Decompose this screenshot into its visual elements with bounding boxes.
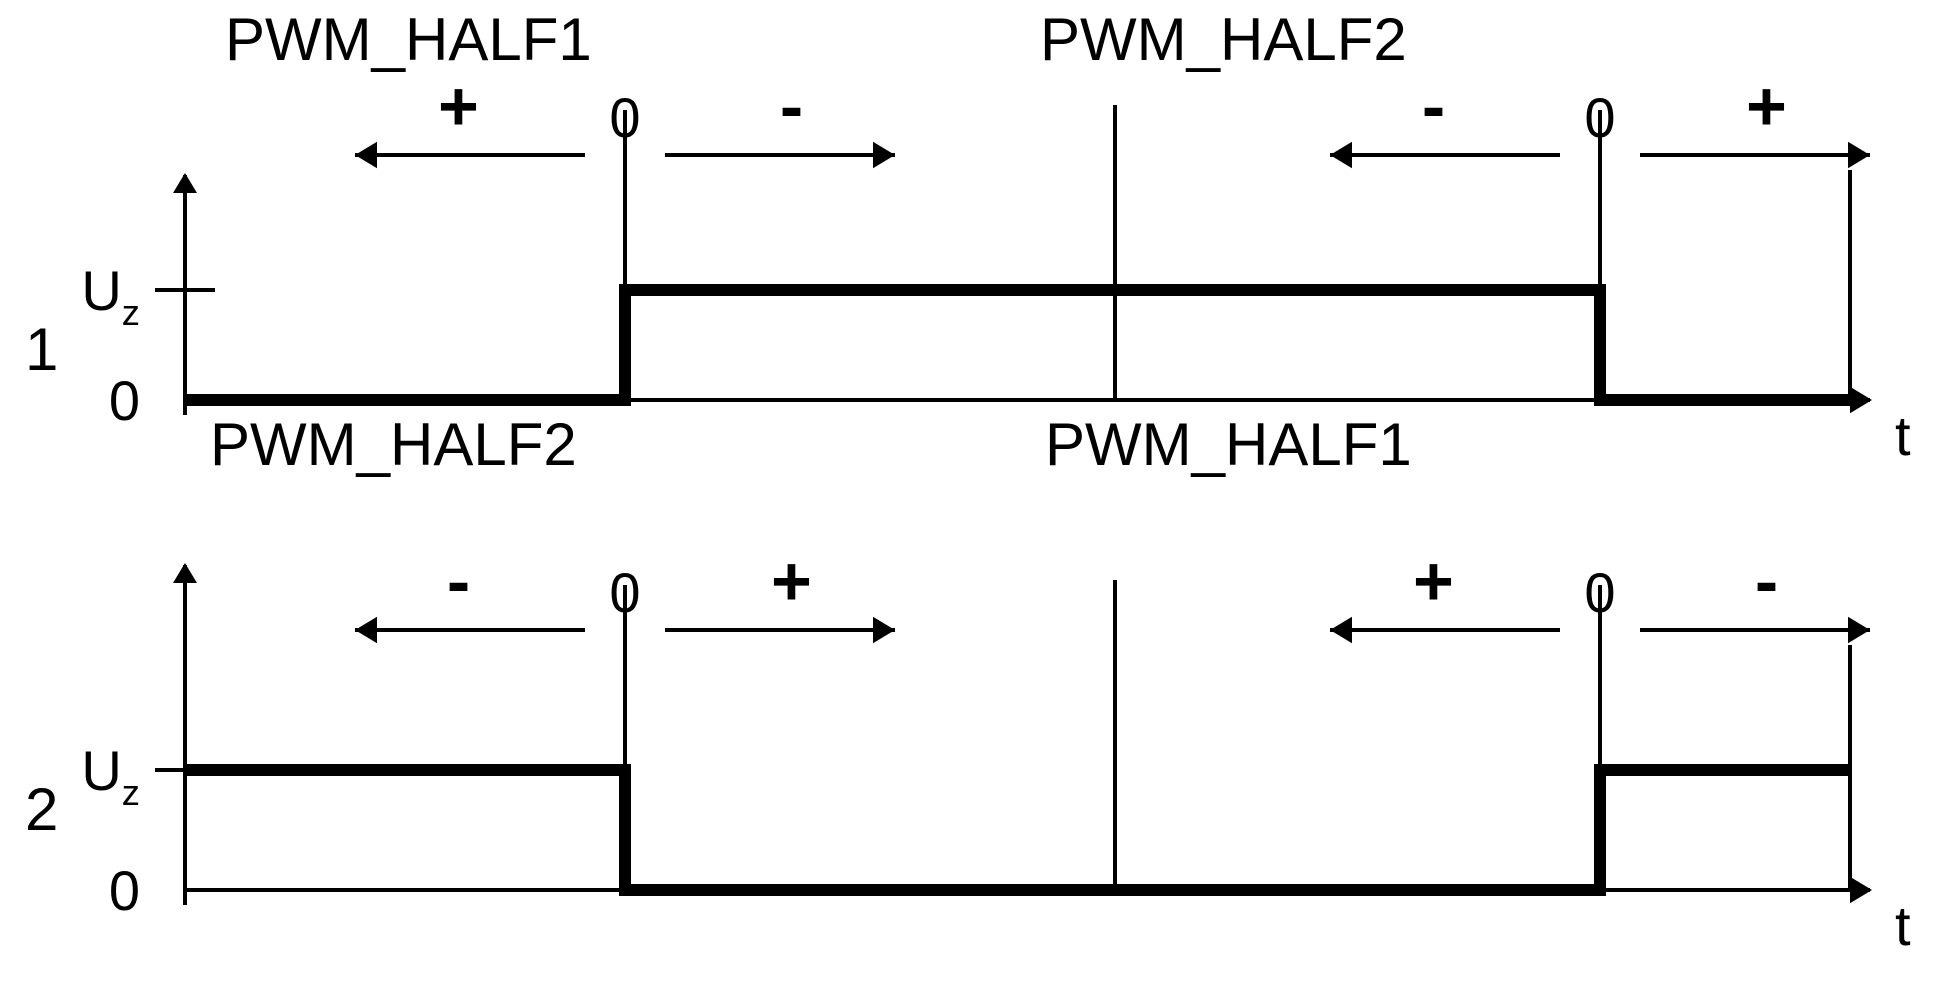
svg-text:Uz: Uz [81,739,140,813]
svg-text:0: 0 [609,86,640,149]
svg-text:t: t [1895,894,1911,957]
svg-text:+: + [1746,67,1787,145]
svg-text:Uz: Uz [81,259,140,333]
svg-text:1: 1 [25,316,58,383]
svg-text:0: 0 [1584,561,1615,624]
svg-text:+: + [1413,542,1454,620]
svg-text:-: - [447,542,470,620]
svg-text:2: 2 [25,776,58,843]
svg-text:+: + [771,542,812,620]
svg-text:-: - [1422,67,1445,145]
svg-text:PWM_HALF1: PWM_HALF1 [225,6,592,73]
svg-text:-: - [780,67,803,145]
svg-text:0: 0 [109,859,140,922]
svg-text:0: 0 [109,369,140,432]
svg-text:-: - [1755,542,1778,620]
svg-text:0: 0 [1584,86,1615,149]
svg-text:+: + [438,67,479,145]
svg-text:PWM_HALF2: PWM_HALF2 [210,411,577,478]
svg-text:t: t [1895,404,1911,467]
svg-text:PWM_HALF2: PWM_HALF2 [1040,6,1407,73]
pwm-timing-diagram: t Uz 0 0 + - 0 - +1 PWM_HALF1 PWM_HALF2 PWM_HALF2 PW… [0,0,1944,991]
svg-text:PWM_HALF1: PWM_HALF1 [1045,411,1412,478]
svg-text:0: 0 [609,561,640,624]
